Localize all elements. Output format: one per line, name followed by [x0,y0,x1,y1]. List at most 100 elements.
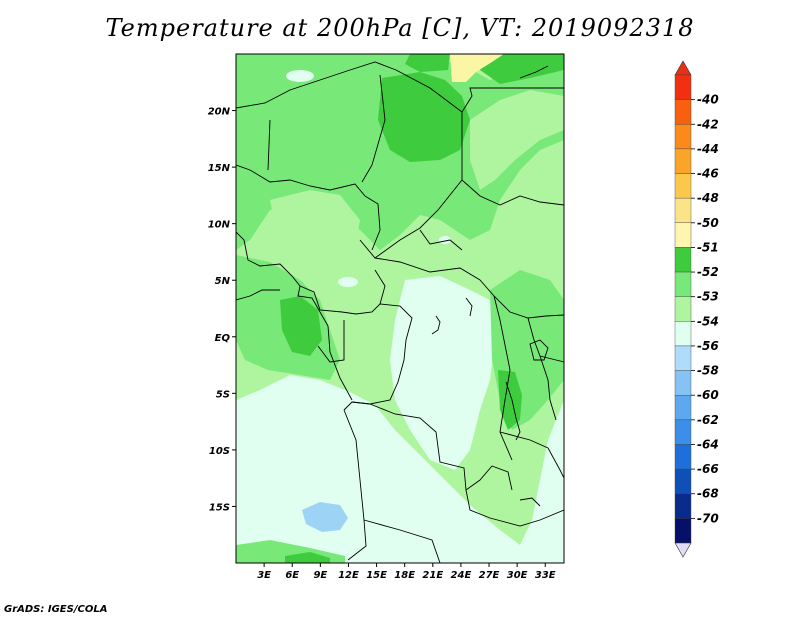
fill-51-rift [498,370,522,430]
fill-54-spot [286,70,314,82]
colorbar-label: -52 [697,265,719,279]
fill-51-gabon [280,296,322,356]
border-line [499,431,564,479]
colorbar-label: -62 [697,413,719,427]
fill-54-basin [390,276,495,470]
lon-tick-label: 3E [257,570,271,581]
country-borders [236,61,564,563]
colorbar-segment [674,74,692,100]
colorbar-label: -40 [697,93,719,107]
lat-tick-label: 15S [209,502,230,513]
colorbar-label: -56 [697,339,719,353]
plot-frame [235,53,565,564]
lat-tick-label: 10N [208,220,231,231]
map-title: Temperature at 200hPa [C], VT: 201909231… [105,14,695,42]
colorbar-segment [674,321,692,347]
border-line [236,61,463,259]
fill-51-south [285,552,330,563]
colorbar-label: -44 [697,142,719,156]
colorbar-label: -64 [697,437,719,451]
border-line [343,409,367,561]
border-line [267,119,271,171]
colorbar-label: -68 [697,487,719,501]
fill-51-north [405,54,450,72]
lon-tick-label: 18E [394,570,415,581]
colorbar-segment [674,419,692,445]
colorbar-segment [674,271,692,297]
colorbar-label: -51 [697,240,719,254]
colorbar-label: -50 [697,216,719,230]
fill-51-ne [480,54,564,84]
temperature-fill-layer [236,54,564,563]
lon-tick-label: 33E [535,570,556,581]
colorbar-label: -48 [697,191,719,205]
colorbar-segment [674,468,692,494]
border-line [236,231,386,315]
colorbar-segment [674,518,692,544]
colorbar-segment [674,345,692,371]
border-line [363,519,441,563]
border-line [539,355,557,421]
border-line [236,289,280,301]
colorbar-label: -66 [697,462,719,476]
lon-tick-label: 6E [285,570,299,581]
lon-tick-label: 30E [507,570,528,581]
fill-50-patch [450,54,504,82]
colorbar-segment [674,124,692,150]
lake-outline [505,381,521,441]
colorbar-top-triangle [674,60,692,76]
colorbar-label: -42 [697,117,719,131]
lat-tick-label: 10S [209,446,230,457]
colorbar-label: -54 [697,314,719,328]
colorbar-segment [674,296,692,322]
lon-tick-label: 12E [338,570,359,581]
border-line [461,87,564,113]
border-line [465,465,513,491]
lon-tick-label: 21E [422,570,443,581]
lake-outline [529,339,549,361]
colorbar-segment [674,197,692,223]
border-line [461,179,564,206]
longitude-axis: 3E 6E 9E 12E 15E 18E 21E 24E 27E 30E 33E [257,563,556,581]
fill-51-sahara [378,72,470,162]
latitude-axis: 20N 15N 10N 5N EQ 5S 10S 15S [208,107,236,513]
border-line [351,401,564,527]
fill-54-spot [338,277,358,287]
fill-53-hole-ne [470,90,564,190]
colorbar-label: -53 [697,290,719,304]
colorbar-label: -46 [697,167,719,181]
credit-label: GrADS: IGES/COLA [4,604,108,615]
lake-outline [465,297,473,317]
colorbar-segment [674,99,692,125]
colorbar-segment [674,493,692,519]
lake-outline [519,497,541,507]
colorbar-segment [674,247,692,273]
lat-tick-label: 20N [208,107,231,118]
colorbar-segment [674,444,692,470]
border-line [361,74,386,183]
lat-tick-label: 15N [208,163,231,174]
border-line [297,285,353,401]
lon-tick-label: 15E [366,570,387,581]
colorbar-segment [674,395,692,421]
colorbar-segment [674,370,692,396]
border-line [519,65,549,79]
lake-outline [431,315,441,335]
colorbar-label: -60 [697,388,719,402]
colorbar-label: -58 [697,364,719,378]
colorbar-segment [674,173,692,199]
fill-53-hole-west [270,190,360,262]
lat-tick-label: EQ [215,333,231,344]
colorbar: -40 -42 -44 -46 -48 -50 -51 -52 -53 -54 -56 -58 -60 -… [674,60,719,558]
border-line [419,229,463,251]
colorbar-label: -70 [697,511,719,525]
colorbar-segment [674,222,692,248]
lon-tick-label: 24E [451,570,472,581]
colorbar-segment [674,148,692,174]
lon-tick-label: 27E [479,570,500,581]
border-line [236,164,381,251]
lat-tick-label: 5N [215,276,231,287]
colorbar-bottom-triangle [674,542,692,558]
border-line [374,257,564,319]
lat-tick-label: 5S [216,389,230,400]
